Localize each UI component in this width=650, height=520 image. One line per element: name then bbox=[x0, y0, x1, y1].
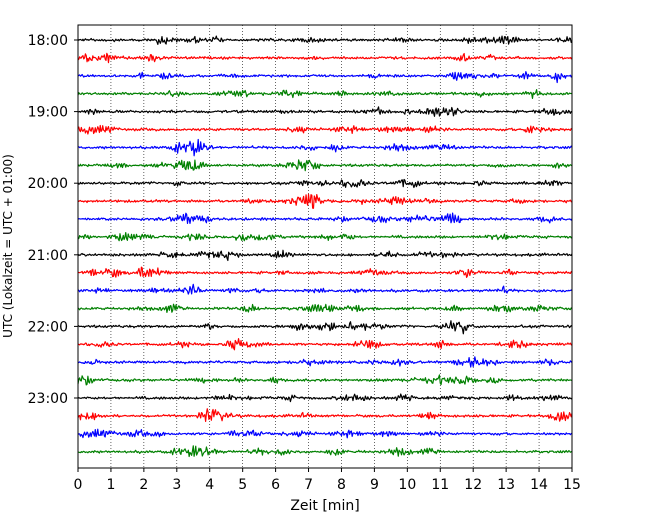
x-tick-label: 8 bbox=[337, 477, 346, 493]
trace-line bbox=[77, 320, 573, 335]
seismic-traces bbox=[77, 35, 573, 458]
x-tick-label: 10 bbox=[398, 477, 416, 493]
y-tick-label: 23:00 bbox=[28, 391, 68, 407]
x-axis-ticks: 0 1 2 3 4 5 6 7 8 9 10 11 12 13 14 15 bbox=[74, 468, 581, 493]
trace-line bbox=[77, 408, 573, 422]
trace-line bbox=[77, 178, 573, 189]
y-tick-label: 21:00 bbox=[28, 248, 68, 264]
x-tick-label: 9 bbox=[370, 477, 379, 493]
trace-line bbox=[77, 52, 573, 64]
trace-line bbox=[77, 393, 573, 403]
trace-line bbox=[77, 106, 573, 117]
trace-line bbox=[77, 232, 573, 242]
trace-line bbox=[77, 356, 573, 368]
y-tick-label: 19:00 bbox=[28, 105, 68, 121]
y-axis-label: UTC (Lokalzeit = UTC + 01:00) bbox=[1, 154, 15, 338]
trace-line bbox=[77, 35, 573, 46]
y-axis-ticks: 18:00 19:00 20:00 21:00 22:00 23:00 bbox=[28, 33, 78, 407]
x-tick-label: 0 bbox=[74, 477, 83, 493]
x-tick-label: 13 bbox=[497, 477, 515, 493]
x-tick-label: 12 bbox=[464, 477, 482, 493]
trace-line bbox=[77, 89, 573, 100]
trace-line bbox=[77, 303, 573, 313]
trace-line bbox=[77, 212, 573, 225]
trace-line bbox=[77, 138, 573, 157]
trace-line bbox=[77, 159, 573, 172]
trace-line bbox=[77, 71, 573, 84]
trace-line bbox=[77, 338, 573, 351]
x-tick-label: 5 bbox=[238, 477, 247, 493]
x-tick-label: 11 bbox=[431, 477, 449, 493]
trace-line bbox=[77, 445, 573, 458]
trace-line bbox=[77, 249, 573, 262]
x-tick-label: 15 bbox=[563, 477, 581, 493]
trace-line bbox=[77, 374, 573, 386]
x-tick-label: 2 bbox=[139, 477, 148, 493]
x-axis-label: Zeit [min] bbox=[290, 498, 359, 514]
plot-frame bbox=[77, 24, 573, 469]
y-tick-label: 20:00 bbox=[28, 176, 68, 192]
x-tick-label: 14 bbox=[530, 477, 548, 493]
trace-line bbox=[77, 193, 573, 209]
x-tick-label: 3 bbox=[172, 477, 181, 493]
trace-line bbox=[77, 266, 573, 278]
x-tick-label: 1 bbox=[106, 477, 115, 493]
trace-line bbox=[77, 124, 573, 135]
y-tick-label: 22:00 bbox=[28, 319, 68, 335]
x-tick-label: 6 bbox=[271, 477, 280, 493]
y-tick-label: 18:00 bbox=[28, 33, 68, 49]
x-tick-label: 4 bbox=[205, 477, 214, 493]
trace-line bbox=[77, 428, 573, 439]
grid-lines bbox=[110, 25, 540, 468]
trace-line bbox=[77, 283, 573, 295]
x-tick-label: 7 bbox=[304, 477, 313, 493]
